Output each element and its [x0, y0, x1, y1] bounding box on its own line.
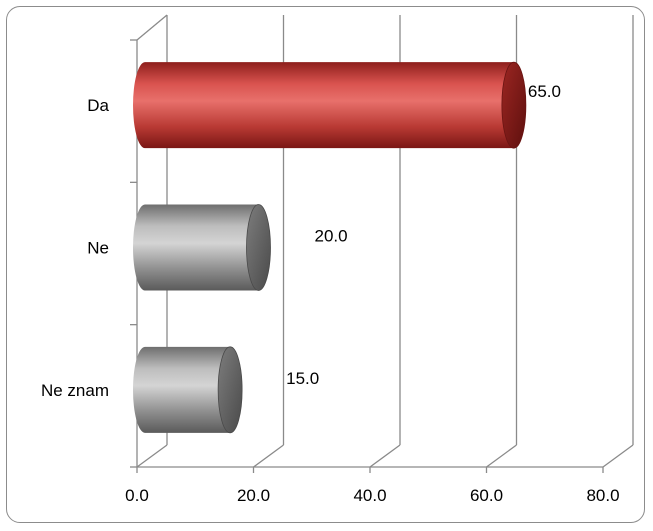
gridline-floor: [136, 444, 168, 468]
category-label: Da: [87, 96, 109, 115]
category-label: Ne: [87, 239, 109, 258]
x-tick-label: 20.0: [237, 486, 270, 505]
bar-cap: [246, 204, 271, 291]
data-label: 65.0: [528, 82, 561, 101]
gridline-floor: [602, 444, 634, 468]
gridline-floor: [253, 444, 284, 468]
gridline-floor: [369, 444, 401, 468]
bar-cap: [217, 346, 243, 434]
x-tick-label: 80.0: [586, 486, 619, 505]
bars: [133, 61, 527, 434]
bar-body: [133, 62, 526, 149]
x-tick-label: 0.0: [125, 486, 149, 505]
side-wall-edge: [136, 14, 168, 41]
x-tick-label: 60.0: [470, 486, 503, 505]
data-label: 15.0: [286, 369, 319, 388]
gridline-floor: [486, 444, 517, 468]
bar-body: [133, 204, 271, 291]
data-label: 20.0: [315, 227, 348, 246]
bar-da: [133, 61, 527, 149]
bar-ne: [133, 204, 271, 291]
x-tick-label: 40.0: [353, 486, 386, 505]
category-label: Ne znam: [41, 381, 109, 400]
bar-body: [133, 346, 243, 433]
bar-ne-znam: [133, 346, 243, 434]
labels: 0.0 20.0 40.0 60.0 80.0 Da 65.0 Ne 20.0 Ne znam 15…: [41, 82, 620, 505]
bar-cap: [501, 61, 527, 149]
